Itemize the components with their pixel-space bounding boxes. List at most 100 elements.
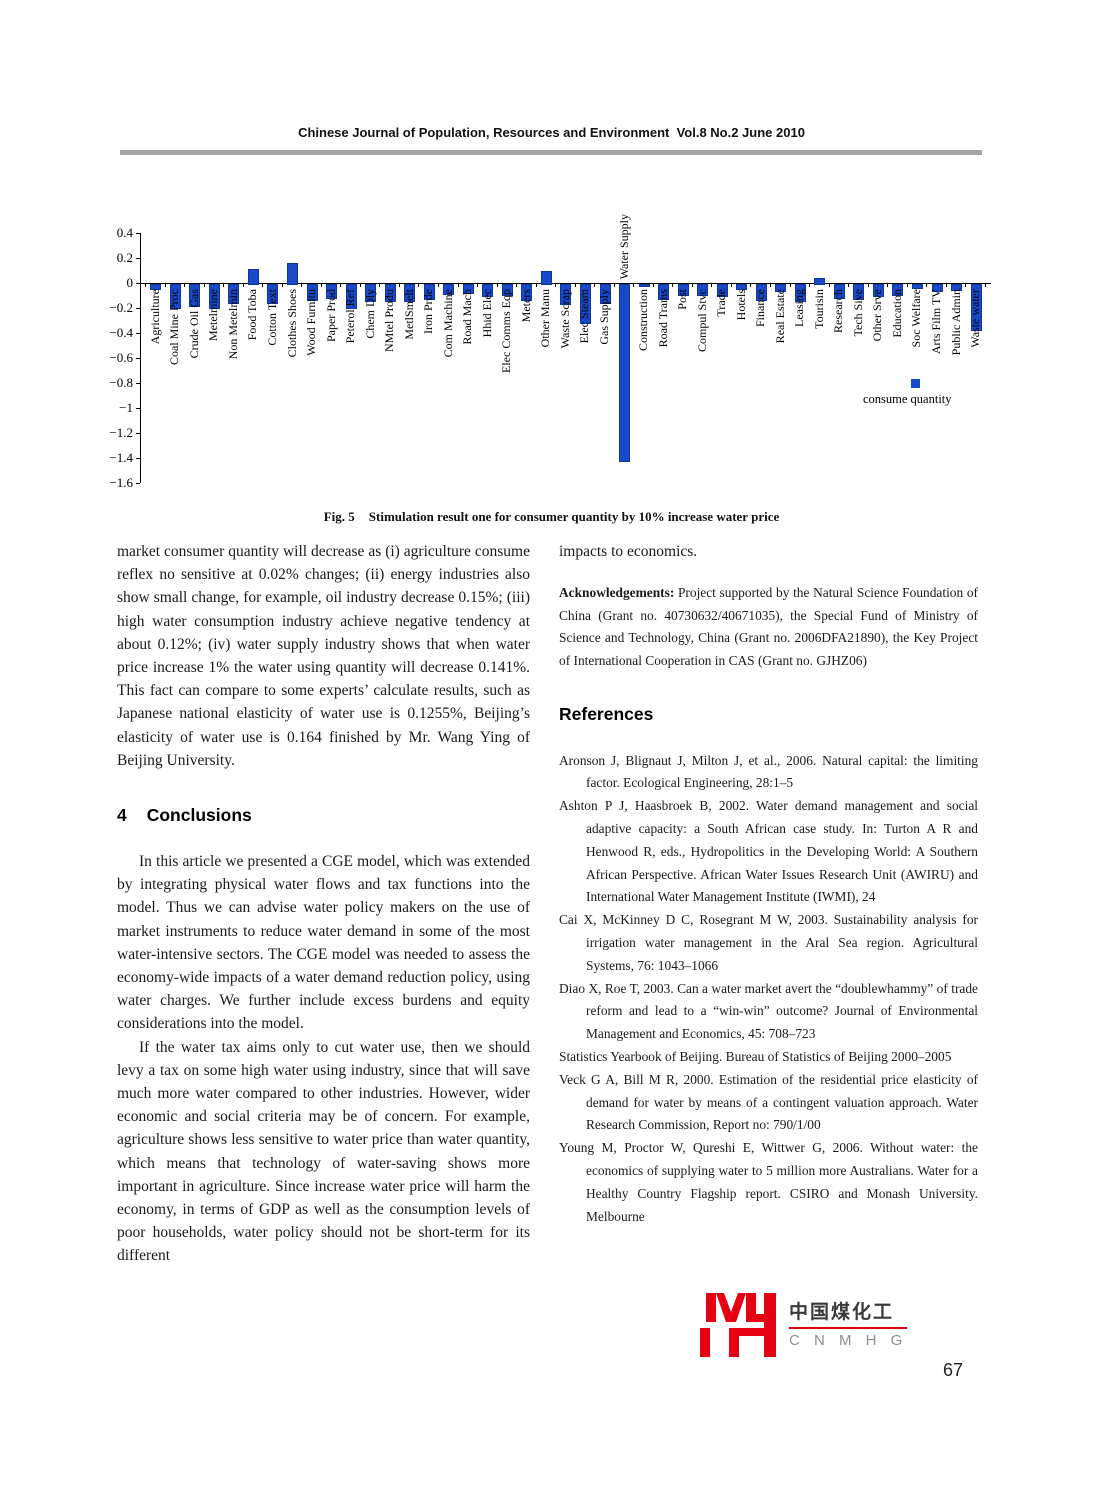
- x-category-label: Waste water: [968, 289, 982, 461]
- x-category-label: Food Toba: [245, 289, 259, 461]
- legend-label: consume quantity: [863, 392, 952, 406]
- x-category-label-text: Clothes Shoes: [284, 289, 299, 358]
- x-category-label-text: Tech Sive: [850, 289, 865, 337]
- x-tick: [457, 284, 459, 287]
- x-tick: [828, 284, 830, 287]
- x-category-label-text: Waste water: [968, 289, 982, 348]
- reference-item: Statistics Yearbook of Beijing. Bureau o…: [559, 1048, 952, 1064]
- bar-elec-comms-eqp: [501, 284, 513, 296]
- x-tick: [359, 284, 361, 287]
- bar-waste-scrap: [560, 284, 572, 305]
- logo-chinese-text: 中国煤化工: [789, 1301, 895, 1323]
- cnmhg-logo: 中国煤化工 C N M H G: [700, 1293, 908, 1357]
- x-category-label: Real Estate: [773, 289, 787, 461]
- paragraph: market consumer quantity will decrease a…: [117, 543, 530, 769]
- x-tick: [711, 284, 713, 287]
- x-category-label: Hhid Elec: [480, 289, 494, 461]
- y-tick: [136, 433, 140, 434]
- x-tick: [340, 284, 342, 287]
- reference-item: Diao X, Roe T, 2003. Can a water market …: [559, 980, 978, 1042]
- y-tick-label: −1.6: [109, 475, 133, 490]
- x-category-label: Elec Comms Eqp: [499, 289, 513, 461]
- x-tick: [184, 284, 186, 287]
- x-tick: [242, 284, 244, 287]
- x-category-label-text: Agriculture: [147, 289, 162, 345]
- x-tick: [906, 284, 908, 287]
- x-category-label-text: Leasing: [792, 289, 807, 327]
- x-category-label-text: Crude Oil Gas: [186, 289, 201, 359]
- acknowledgements-text: Project supported by the Natural Science…: [559, 585, 978, 668]
- x-category-label: Water Supply: [617, 107, 631, 279]
- bar-leasing: [794, 284, 806, 303]
- x-category-label-text: Trade: [714, 289, 729, 317]
- x-category-label-text: Waste Scrap: [557, 289, 572, 349]
- x-tick: [145, 284, 146, 287]
- x-category-label-text: Hotels: [733, 289, 748, 321]
- y-tick: [136, 458, 140, 459]
- bar-hhid-elec: [482, 284, 494, 298]
- logo-latin-text: C N M H G: [789, 1331, 908, 1349]
- x-category-label-text: Real Estate: [772, 289, 787, 344]
- x-category-label: Other Manu: [538, 289, 552, 461]
- x-category-label-text: Public Admin: [948, 289, 963, 356]
- y-tick-label: −0.8: [109, 375, 133, 390]
- x-axis-line: [140, 283, 991, 284]
- bar-real-estate: [775, 284, 787, 293]
- bar-agriculture: [150, 284, 162, 290]
- bar-arts-film-tv: [931, 284, 943, 293]
- bar-chart: consume quantity 0.4 0.2 0 −0.2 −0.4 −0.6 −0.8…: [105, 205, 1000, 515]
- x-tick: [301, 284, 303, 287]
- bar-non-metelmin: [228, 284, 240, 304]
- x-category-label-text: Chem Dly: [362, 289, 377, 339]
- bar-wood-furnitu: [306, 284, 318, 301]
- x-category-label-text: Food Toba: [245, 289, 260, 341]
- x-category-label: Arts Film TV: [929, 289, 943, 461]
- header-rule: [120, 150, 982, 155]
- x-category-label: Coal Mine Proc: [167, 289, 181, 461]
- x-tick: [691, 284, 693, 287]
- x-category-label-text: Non Metelmin: [225, 289, 240, 360]
- x-category-label: Research: [831, 289, 845, 461]
- x-category-label: Leasing: [792, 289, 806, 461]
- x-tick: [535, 284, 537, 287]
- section-number: 4: [117, 805, 127, 826]
- x-tick: [887, 284, 889, 287]
- bar-cotton-text: [267, 284, 279, 304]
- figure-caption-text: Stimulation result one for consumer quan…: [368, 509, 780, 524]
- legend-swatch: [911, 379, 920, 388]
- x-category-label: Construction: [636, 289, 650, 461]
- x-tick: [320, 284, 322, 287]
- x-tick: [633, 284, 635, 287]
- x-category-label-text: Tourisin: [811, 289, 826, 329]
- x-category-label: NMtel Produ: [382, 289, 396, 461]
- x-category-label: Road Trams: [656, 289, 670, 461]
- acknowledgements-label: Acknowledgements:: [559, 585, 675, 601]
- x-tick: [516, 284, 518, 287]
- x-category-label: Road Mach: [460, 289, 474, 461]
- x-category-label-text: Iron Prde: [421, 289, 436, 334]
- y-tick-label: 0: [126, 275, 134, 290]
- bar-paper-prod: [326, 284, 337, 299]
- x-category-label: Non Metelmin: [226, 289, 240, 461]
- x-tick: [203, 284, 205, 287]
- conclusions-heading: 4 Conclusions: [117, 805, 530, 826]
- x-tick: [809, 284, 810, 287]
- bar-chem-dly: [365, 284, 377, 303]
- references-list: Aronson J, Blignaut J, Milton J, et al.,…: [559, 750, 978, 1229]
- x-tick: [574, 284, 576, 287]
- y-tick-label: −0.4: [109, 325, 133, 340]
- bar-research: [833, 284, 845, 299]
- x-category-label: Tech Sive: [851, 289, 865, 461]
- x-tick: [223, 284, 225, 287]
- x-tick: [281, 284, 283, 287]
- y-tick: [136, 358, 140, 359]
- x-category-label-text: Gas Supply: [597, 289, 611, 345]
- bar-metlsmelt: [404, 284, 416, 303]
- x-category-label-text: Cotton Text: [264, 289, 279, 346]
- x-tick: [672, 284, 674, 287]
- y-tick-label: −1.4: [109, 450, 133, 465]
- x-category-label-text: Soc Welfare: [909, 289, 924, 348]
- x-category-label-text: Post: [675, 289, 690, 310]
- y-tick: [136, 333, 140, 334]
- bar-other-manu: [540, 270, 552, 285]
